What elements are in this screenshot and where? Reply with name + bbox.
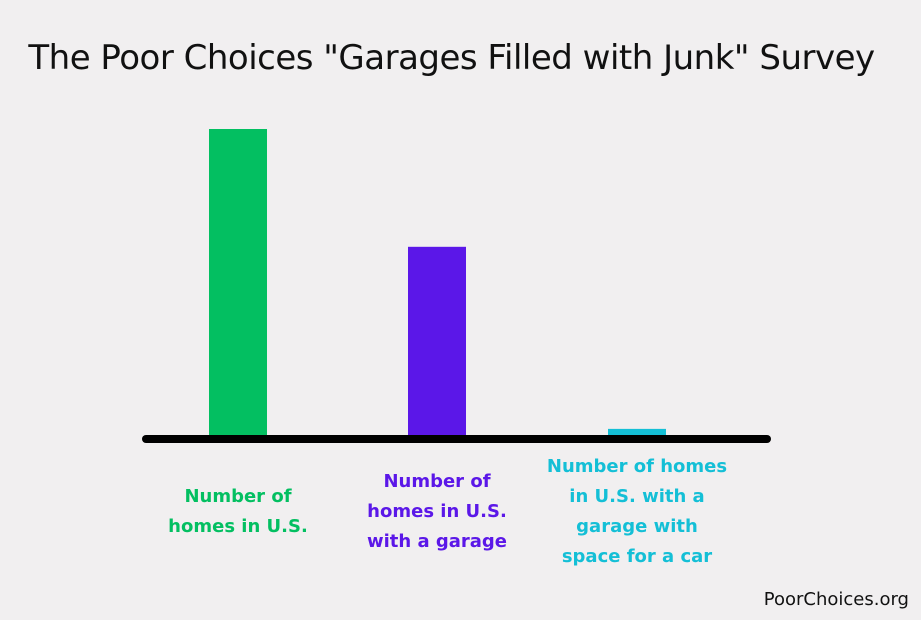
category-label-1: Number of homes in U.S. bbox=[168, 486, 308, 537]
category-label-2: Number of homes in U.S. with a garage bbox=[366, 471, 508, 552]
bar-2 bbox=[408, 246, 466, 435]
category-label-3: Number of homes in U.S. with a garage wi… bbox=[546, 456, 728, 567]
site-credit: PoorChoices.org bbox=[763, 589, 909, 610]
chart-title: The Poor Choices "Garages Filled with Ju… bbox=[28, 38, 875, 78]
bar-3 bbox=[608, 428, 666, 435]
bar-1 bbox=[209, 129, 267, 435]
